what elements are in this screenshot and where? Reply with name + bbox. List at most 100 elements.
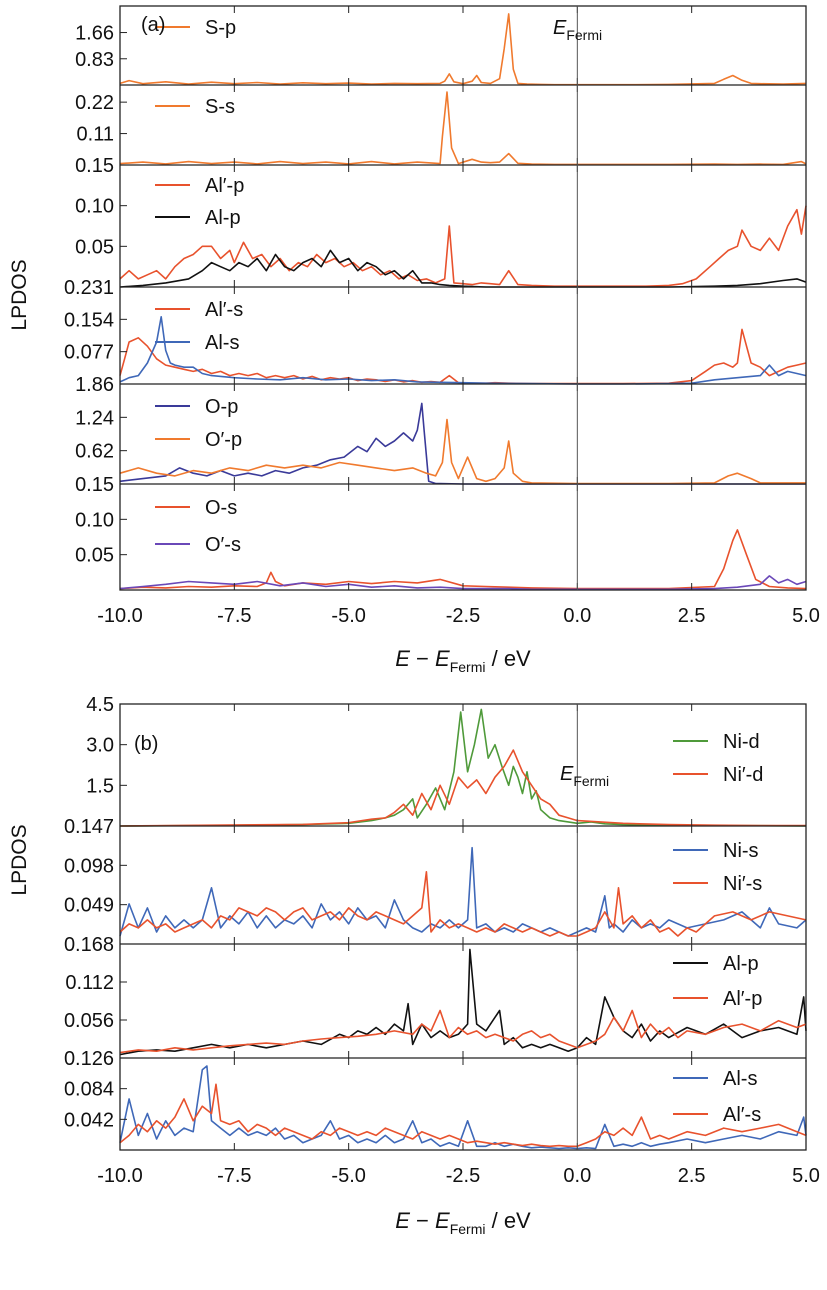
y-tick-label: 0.22	[75, 92, 114, 114]
panel-b-3: 0.056 0.112 0.168 Al-p Al′-p	[64, 934, 807, 1058]
x-axis-label: E − EFermi / eV	[395, 646, 531, 675]
panel-b-1: 1.5 3.0 4.5 Ni-d Ni′-d	[86, 694, 807, 827]
legend-label: O-p	[205, 396, 238, 418]
y-axis-label: LPDOS	[8, 824, 31, 895]
fermi-label: EFermi	[560, 763, 609, 789]
legend-label: S-p	[205, 17, 236, 39]
legend-label: O′-s	[205, 534, 241, 556]
legend-label: Al-p	[205, 207, 241, 229]
legend-label: Al′-p	[723, 988, 762, 1010]
legend-entry: Ni′-s	[673, 873, 762, 895]
legend-label: Ni′-d	[723, 764, 763, 786]
legend-entry: S-s	[155, 96, 235, 118]
series-line-Als-2	[119, 1083, 807, 1148]
legend-label: Al′-s	[205, 299, 243, 321]
legend-entry: O′-p	[155, 429, 242, 451]
panel-a-4: 0.077 0.154 0.231 Al′-s Al-s	[64, 277, 807, 385]
series-line-Als-2	[119, 316, 807, 385]
y-tick-label-top: 1.86	[75, 374, 114, 396]
y-tick-label-top: 0.15	[75, 155, 114, 177]
legend-label: O-s	[205, 497, 237, 519]
y-tick-label: 0.112	[65, 972, 114, 994]
y-tick-label: 0.62	[75, 441, 114, 463]
y-tick-label: 0.049	[64, 895, 114, 917]
legend-entry: Al′-p	[155, 175, 244, 197]
legend-entry: Al-s	[673, 1068, 757, 1090]
y-tick-label: 0.11	[77, 124, 114, 146]
y-tick-label: 0.10	[75, 509, 114, 531]
y-tick-label: 3.0	[86, 735, 114, 757]
legend-entry: O-s	[155, 497, 237, 519]
legend-entry: O′-s	[155, 534, 241, 556]
series-line-Sp-1	[119, 13, 807, 86]
legend-label: Al-s	[205, 332, 239, 354]
series-line-Os-1	[119, 529, 807, 590]
legend-entry: Al-p	[673, 953, 759, 975]
x-axis-label: E − EFermi / eV	[395, 1208, 531, 1237]
y-tick-label: 1.24	[75, 407, 114, 429]
legend-entry: Ni-d	[673, 731, 760, 753]
panel-a-3: 0.05 0.10 0.15 Al′-p Al-p	[75, 155, 807, 288]
series-line-Alp-1	[119, 205, 807, 287]
y-tick-label: 0.077	[64, 342, 114, 364]
x-tick-label: -2.5	[446, 605, 480, 627]
panel-a-2: 0.11 0.22 S-s	[75, 85, 807, 166]
x-tick-label: -10.0	[97, 605, 143, 627]
y-tick-label: 4.5	[86, 694, 114, 716]
legend-entry: Al-s	[155, 332, 239, 354]
x-tick-label: 5.0	[792, 1165, 820, 1187]
legend-label: Al-p	[723, 953, 759, 975]
legend-label: Al′-s	[723, 1104, 761, 1126]
legend-entry: Al′-s	[673, 1104, 761, 1126]
legend-entry: S-p	[155, 17, 236, 39]
x-tick-label: -2.5	[446, 1165, 480, 1187]
x-tick-label: -5.0	[331, 605, 365, 627]
panel-b-4: 0.042 0.084 0.126 Al-s Al′-s	[64, 1048, 807, 1150]
y-tick-label: 1.66	[75, 23, 114, 45]
figure-b: 1.5 3.0 4.5 Ni-d Ni′-d 0.049 0.098 0.147 Ni-s Ni′…	[8, 694, 820, 1237]
x-tick-label: 0.0	[563, 605, 591, 627]
panel-a-5: 0.62 1.24 1.86 O-p O′-p	[75, 374, 807, 485]
series-line-Nis-2	[119, 871, 807, 937]
figure-label: (b)	[134, 733, 158, 755]
panel-a-6: 0.05 0.10 0.15 O-s O′-s	[75, 474, 807, 591]
x-tick-label: -5.0	[331, 1165, 365, 1187]
y-tick-label: 0.042	[64, 1109, 114, 1131]
figure-a: 0.83 1.66 S-p 0.11 0.22 S-s 0.05 0.10 0.15 Al′-p A…	[8, 5, 820, 675]
x-tick-label: 5.0	[792, 605, 820, 627]
y-tick-label-top: 0.231	[64, 277, 114, 299]
y-tick-label-top: 0.126	[64, 1048, 114, 1070]
y-tick-label: 0.05	[75, 545, 114, 567]
legend-label: Ni-d	[723, 731, 760, 753]
panel-a-1: 0.83 1.66 S-p	[75, 6, 807, 86]
legend-entry: Ni′-d	[673, 764, 763, 786]
y-tick-label-top: 0.147	[64, 816, 114, 838]
legend-entry: Al′-p	[673, 988, 762, 1010]
legend-entry: Ni-s	[673, 840, 759, 862]
y-tick-label: 1.5	[86, 775, 114, 797]
y-tick-label: 0.084	[64, 1079, 114, 1101]
series-line-Alp-2	[119, 1009, 807, 1054]
legend-label: O′-p	[205, 429, 242, 451]
legend-entry: O-p	[155, 396, 238, 418]
y-tick-label: 0.098	[64, 855, 114, 877]
legend-label: Ni-s	[723, 840, 759, 862]
y-tick-label: 0.154	[64, 309, 114, 331]
legend-label: S-s	[205, 96, 235, 118]
figure-label: (a)	[141, 14, 165, 36]
fermi-label: EFermi	[553, 17, 602, 43]
series-line-Alp-1	[119, 948, 807, 1056]
legend-entry: Al-p	[155, 207, 241, 229]
y-tick-label: 0.10	[75, 196, 114, 218]
y-tick-label-top: 0.168	[64, 934, 114, 956]
x-tick-label: 2.5	[678, 605, 706, 627]
series-line-Nis-1	[119, 846, 807, 937]
x-tick-label: 2.5	[678, 1165, 706, 1187]
legend-label: Al-s	[723, 1068, 757, 1090]
series-line-Nid-1	[119, 708, 807, 827]
x-tick-label: -10.0	[97, 1165, 143, 1187]
series-line-Als-1	[119, 1065, 807, 1150]
y-tick-label: 0.05	[75, 236, 114, 258]
series-line-Os-2	[119, 575, 807, 591]
